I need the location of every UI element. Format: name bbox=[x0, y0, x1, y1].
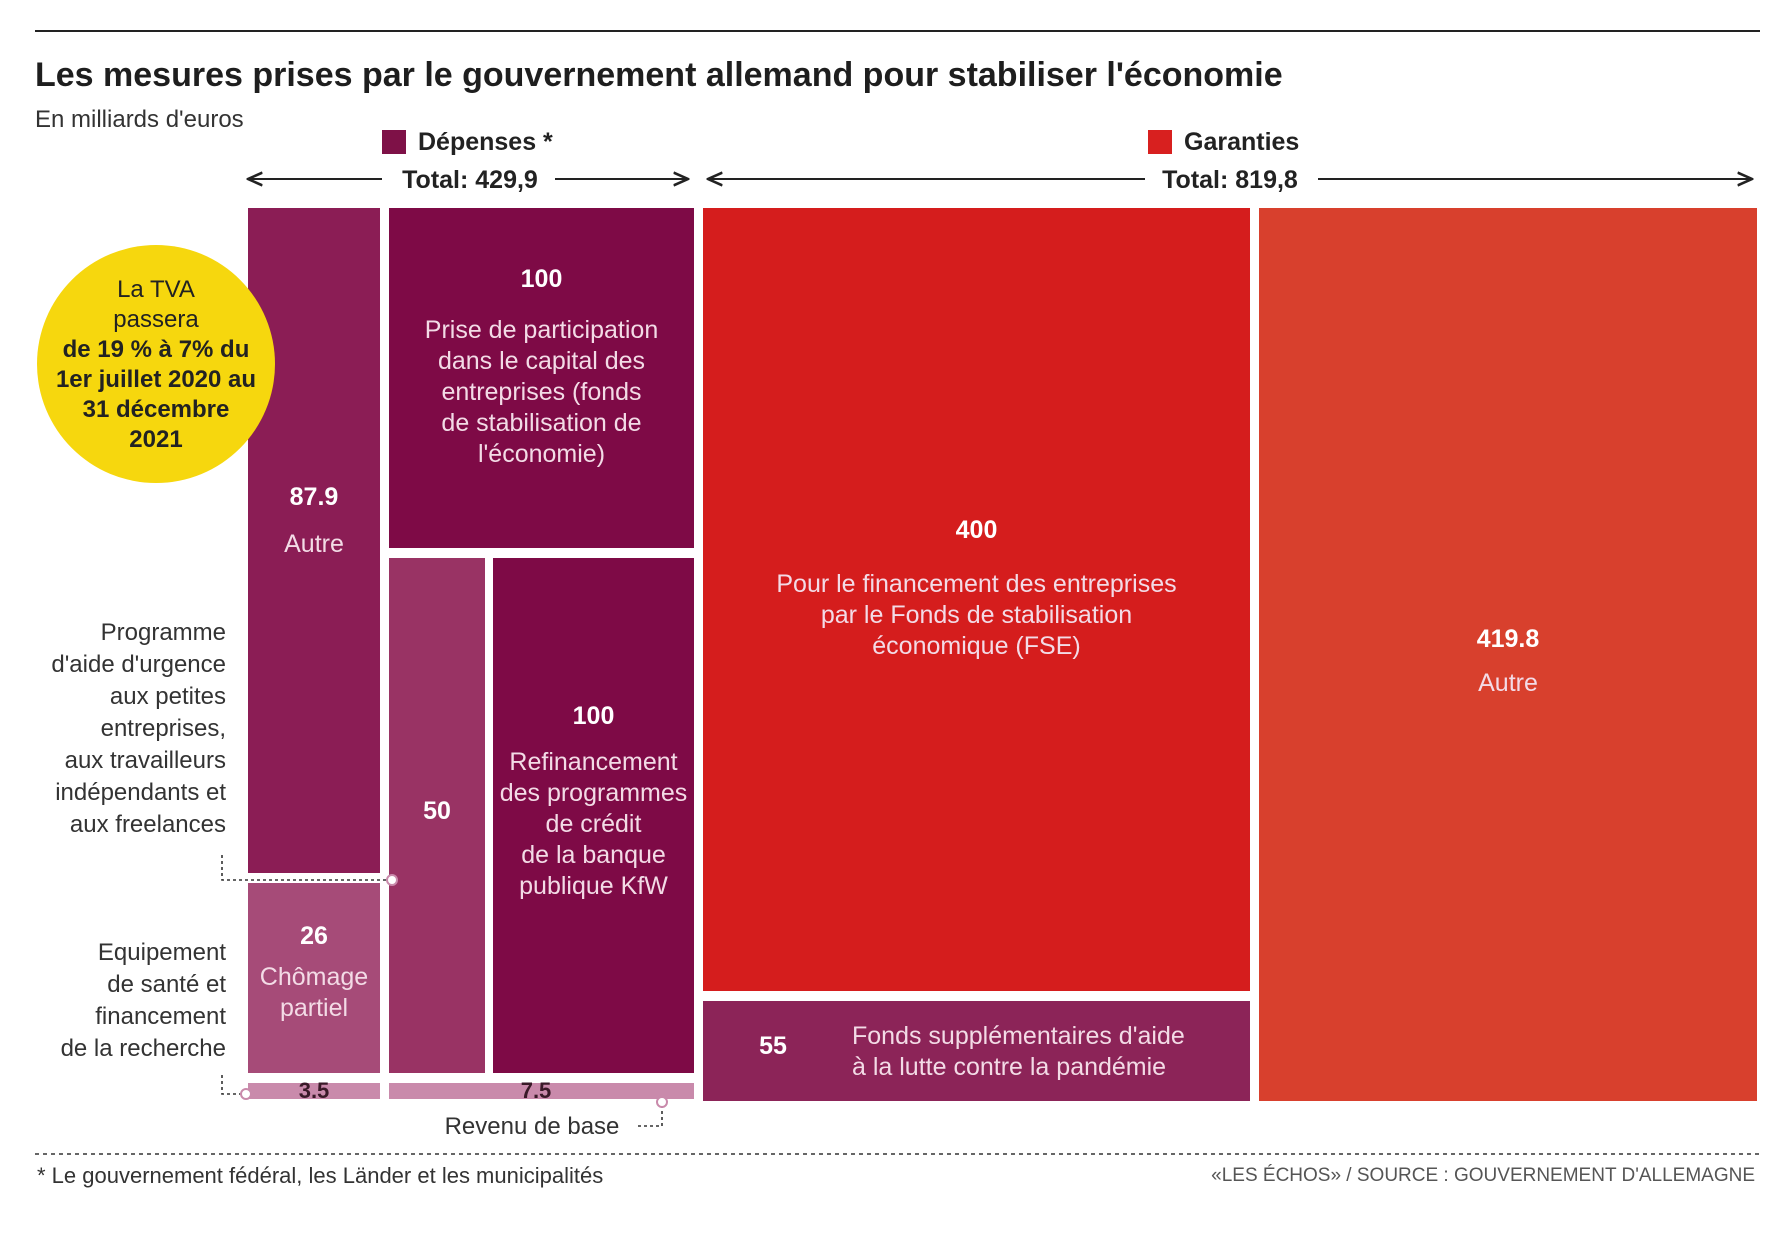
chart-subtitle: En milliards d'euros bbox=[35, 106, 244, 133]
tile-value-0-5: 3.5 bbox=[299, 1078, 330, 1103]
programme-text-line: aux petites bbox=[110, 683, 226, 710]
tva-line-6: 2021 bbox=[129, 426, 182, 453]
programme-text-line: Programme bbox=[101, 619, 226, 646]
tile-value-1-2: 55 bbox=[759, 1032, 787, 1060]
tile-label-1-0: économique (FSE) bbox=[872, 632, 1080, 660]
tile-0-4 bbox=[248, 883, 380, 1073]
legend-swatch-garanties bbox=[1148, 130, 1172, 154]
programme-leader-line bbox=[221, 855, 392, 881]
tva-line-3: de 19 % à 7% du bbox=[63, 336, 250, 363]
source: «LES ÉCHOS» / SOURCE : GOUVERNEMENT D'AL… bbox=[1211, 1165, 1755, 1186]
equipement-leader-line bbox=[221, 1075, 246, 1095]
tile-label-0-0: Autre bbox=[284, 530, 344, 558]
tile-label-1-1: Autre bbox=[1478, 669, 1538, 697]
chart-title: Les mesures prises par le gouvernement a… bbox=[35, 56, 1283, 94]
tile-label-0-1: dans le capital des bbox=[438, 347, 645, 375]
tile-label-0-4: partiel bbox=[280, 994, 348, 1022]
tile-label-1-0: Pour le financement des entreprises bbox=[776, 570, 1176, 598]
tile-0-1 bbox=[389, 208, 694, 548]
programme-text-line: d'aide d'urgence bbox=[51, 651, 226, 678]
depenses-total: Total: 429,9 bbox=[402, 166, 538, 194]
tva-line-5: 31 décembre bbox=[83, 396, 230, 423]
footnote: * Le gouvernement fédéral, les Länder et… bbox=[37, 1163, 603, 1188]
tile-0-3 bbox=[493, 558, 694, 1073]
equipement-text-line: Equipement bbox=[98, 939, 226, 966]
tile-0-0 bbox=[248, 208, 380, 873]
tva-bubble-circle bbox=[37, 245, 275, 483]
tva-line-2: passera bbox=[113, 306, 199, 333]
tile-label-0-1: Prise de participation bbox=[425, 316, 658, 344]
programme-annotation: Programme d'aide d'urgence aux petites entr… bbox=[51, 619, 226, 838]
equipement-leader-dot bbox=[240, 1088, 252, 1100]
tile-1-1 bbox=[1259, 208, 1757, 1101]
tile-0-5 bbox=[248, 1083, 380, 1099]
tile-label-1-2: à la lutte contre la pandémie bbox=[852, 1053, 1166, 1081]
tile-label-0-4: Chômage bbox=[260, 963, 368, 991]
programme-text-line: aux freelances bbox=[70, 811, 226, 838]
tva-line-1: La TVA bbox=[117, 276, 195, 303]
programme-text-line: indépendants et bbox=[55, 779, 226, 806]
revenu-leader-line bbox=[638, 1104, 663, 1127]
equipement-annotation: Equipement de santé et financement de la re… bbox=[61, 939, 227, 1062]
tile-label-0-3: de crédit bbox=[546, 810, 642, 838]
garanties-total: Total: 819,8 bbox=[1162, 166, 1298, 194]
tile-value-0-0: 87.9 bbox=[290, 483, 339, 511]
tile-0-2 bbox=[389, 558, 485, 1073]
tile-value-1-0: 400 bbox=[956, 516, 998, 544]
tile-label-0-3: de la banque bbox=[521, 841, 666, 869]
equipement-text-line: de santé et bbox=[107, 971, 226, 998]
tile-label-0-1: de stabilisation de bbox=[441, 409, 641, 437]
programme-text-line: aux travailleurs bbox=[65, 747, 226, 774]
tile-label-0-1: entreprises (fonds bbox=[441, 378, 641, 406]
tile-value-0-3: 100 bbox=[573, 702, 615, 730]
tile-value-0-4: 26 bbox=[300, 922, 328, 950]
tile-value-0-6: 7.5 bbox=[521, 1078, 552, 1103]
tile-label-0-3: publique KfW bbox=[519, 872, 668, 900]
tile-label-1-2: Fonds supplémentaires d'aide bbox=[852, 1022, 1185, 1050]
equipement-text-line: financement bbox=[95, 1003, 226, 1030]
tva-bubble: La TVA passera de 19 % à 7% du 1er juill… bbox=[37, 245, 275, 483]
tile-label-0-3: Refinancement bbox=[509, 748, 677, 776]
programme-text-line: entreprises, bbox=[101, 715, 226, 742]
tile-1-2 bbox=[703, 1001, 1250, 1101]
tva-line-4: 1er juillet 2020 au bbox=[56, 366, 256, 393]
legend-swatch-depenses bbox=[382, 130, 406, 154]
legend-label-depenses: Dépenses * bbox=[418, 128, 553, 156]
tile-label-0-1: l'économie) bbox=[478, 440, 605, 468]
tile-0-6 bbox=[389, 1083, 694, 1099]
legend-label-garanties: Garanties bbox=[1184, 128, 1299, 156]
treemap-tiles: 87.9 Autre 100 Prise de participation dans l… bbox=[248, 208, 1757, 1103]
programme-leader-dot bbox=[386, 874, 398, 886]
tile-value-0-1: 100 bbox=[521, 265, 563, 293]
tile-value-1-1: 419.8 bbox=[1477, 625, 1540, 653]
tile-value-0-2: 50 bbox=[423, 797, 451, 825]
tile-label-1-0: par le Fonds de stabilisation bbox=[821, 601, 1132, 629]
revenu-annotation: Revenu de base bbox=[445, 1113, 620, 1140]
revenu-leader-dot bbox=[656, 1096, 668, 1108]
tile-label-0-3: des programmes bbox=[500, 779, 688, 807]
tile-1-0 bbox=[703, 208, 1250, 991]
equipement-text-line: de la recherche bbox=[61, 1035, 226, 1062]
